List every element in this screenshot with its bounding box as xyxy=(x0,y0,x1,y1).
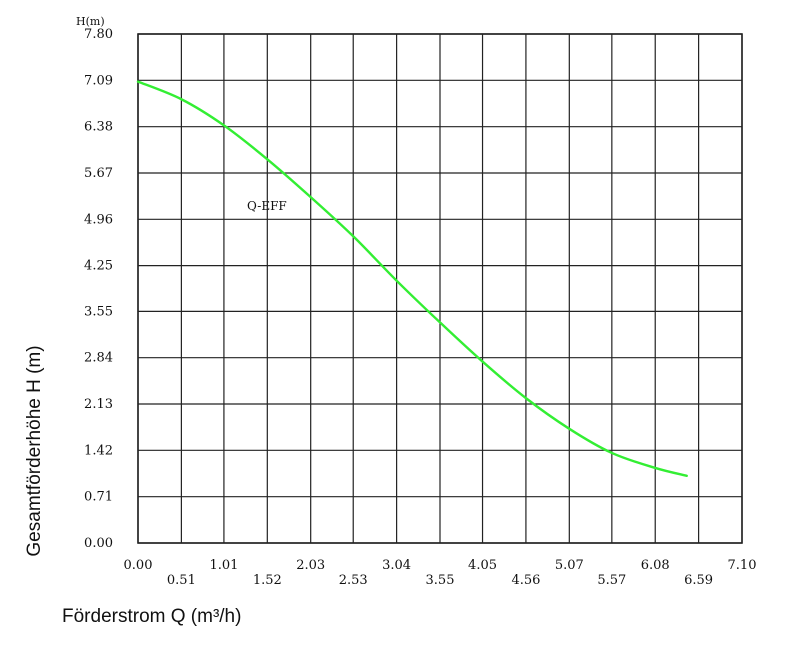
x-tick-label: 1.01 xyxy=(209,558,238,573)
x-tick-label: 1.52 xyxy=(253,573,282,588)
y-tick-label: 0.00 xyxy=(84,536,113,551)
curve-annotation: Q-EFF xyxy=(247,199,287,213)
y-tick-label: 7.80 xyxy=(84,27,113,42)
grid xyxy=(137,33,743,544)
y-unit-label: H(m) xyxy=(76,15,105,28)
y-tick-label: 4.25 xyxy=(84,259,113,274)
x-tick-label: 4.05 xyxy=(468,558,497,573)
y-tick-label: 2.13 xyxy=(84,397,113,412)
x-tick-label: 7.10 xyxy=(728,558,757,573)
x-tick-label: 5.57 xyxy=(597,573,626,588)
x-tick-label: 5.07 xyxy=(555,558,584,573)
x-tick-label: 3.04 xyxy=(382,558,411,573)
x-tick-label: 6.59 xyxy=(684,573,713,588)
plot-frame xyxy=(137,33,743,544)
y-tick-labels: 0.00 0.71 1.42 2.13 2.84 3.55 4.25 4.96 5.67 6.38… xyxy=(84,27,113,551)
y-tick-label: 0.71 xyxy=(84,490,113,505)
y-tick-label: 4.96 xyxy=(84,212,113,227)
y-tick-label: 3.55 xyxy=(84,304,113,319)
series-curves xyxy=(136,80,688,477)
x-tick-label: 6.08 xyxy=(641,558,670,573)
x-tick-label: 0.51 xyxy=(167,573,196,588)
y-tick-label: 5.67 xyxy=(84,166,113,181)
x-tick-label: 2.03 xyxy=(296,558,325,573)
y-tick-label: 1.42 xyxy=(84,443,113,458)
y-tick-label: 6.38 xyxy=(84,120,113,135)
x-tick-label: 4.56 xyxy=(511,573,540,588)
x-tick-label: 3.55 xyxy=(426,573,455,588)
series-line xyxy=(136,80,688,477)
x-tick-label: 2.53 xyxy=(339,573,368,588)
x-axis-title: Förderstrom Q (m³/h) xyxy=(62,606,241,627)
y-tick-label: 7.09 xyxy=(84,73,113,88)
y-tick-label: 2.84 xyxy=(84,351,113,366)
x-tick-labels: 0.00 0.51 1.01 1.52 2.03 2.53 3.04 3.55 4.05 4.56… xyxy=(124,558,757,588)
x-tick-label: 0.00 xyxy=(124,558,153,573)
y-axis-title: Gesamtförderhöhe H (m) xyxy=(24,345,45,556)
